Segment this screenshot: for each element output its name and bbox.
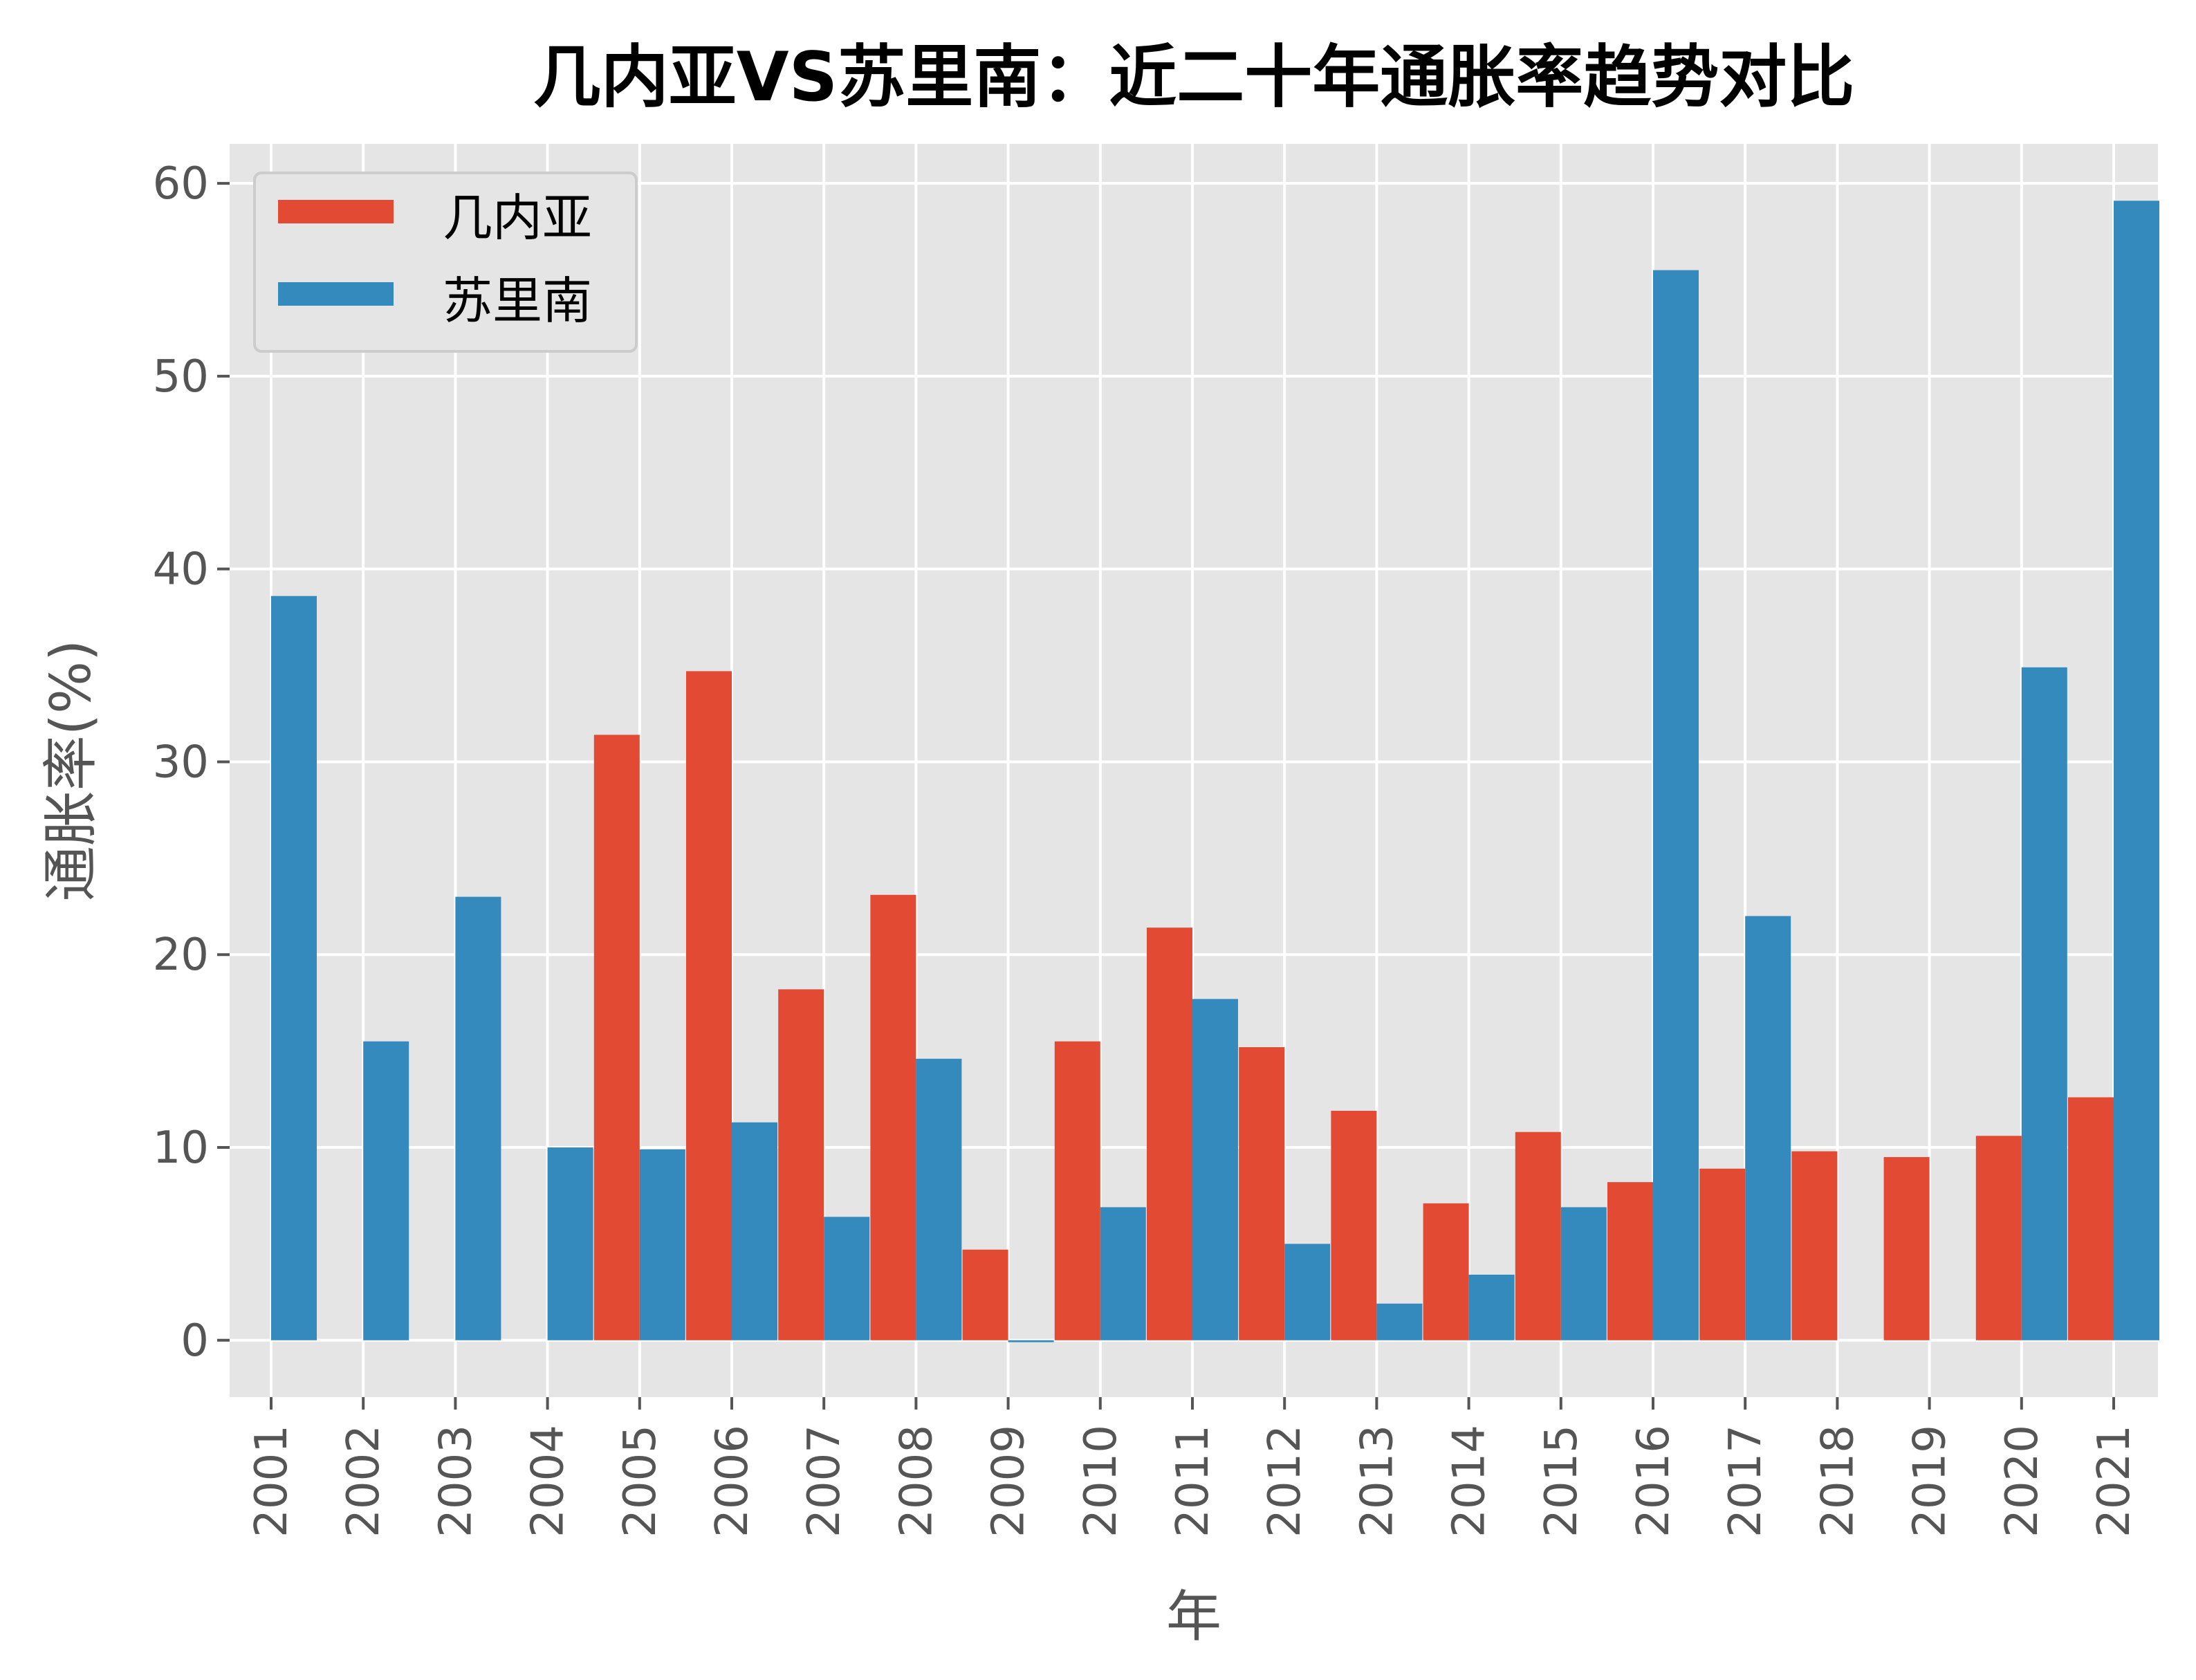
x-tick-label: 2016 [1628, 1425, 1679, 1538]
bar-suriname-2009 [1008, 1340, 1054, 1342]
bar-guinea-2017 [1699, 1168, 1746, 1340]
x-tick-label: 2015 [1536, 1425, 1587, 1538]
x-tick-label: 2007 [799, 1425, 850, 1538]
x-tick-label: 2008 [891, 1425, 942, 1538]
bar-guinea-2006 [686, 671, 732, 1340]
bar-suriname-2001 [271, 596, 317, 1340]
bar-suriname-2004 [547, 1147, 593, 1340]
x-tick-label: 2002 [338, 1425, 389, 1538]
chart-title: 几内亚VS苏里南：近二十年通胀率趋势对比 [533, 38, 1854, 117]
y-tick-label: 60 [153, 158, 209, 210]
bar-suriname-2021 [2114, 201, 2159, 1340]
x-tick-label: 2006 [707, 1425, 758, 1538]
bar-guinea-2005 [593, 735, 640, 1340]
bar-suriname-2012 [1284, 1244, 1331, 1340]
y-tick-label: 50 [153, 351, 209, 403]
bar-guinea-2007 [778, 989, 824, 1340]
y-tick-label: 10 [153, 1123, 209, 1174]
bar-suriname-2020 [2021, 667, 2067, 1340]
bar-guinea-2008 [870, 894, 916, 1340]
bar-suriname-2007 [824, 1217, 870, 1340]
y-tick-label: 30 [153, 737, 209, 788]
bar-suriname-2005 [639, 1149, 685, 1340]
x-tick-label: 2005 [615, 1425, 666, 1538]
bar-guinea-2011 [1147, 927, 1192, 1340]
x-tick-label: 2020 [1997, 1425, 2048, 1538]
bar-guinea-2020 [1975, 1136, 2022, 1340]
x-tick-label: 2001 [246, 1425, 297, 1538]
y-tick-label: 20 [153, 930, 209, 981]
bar-suriname-2013 [1376, 1303, 1423, 1340]
legend-label-suriname: 苏里南 [443, 272, 592, 330]
bar-guinea-2018 [1791, 1151, 1838, 1340]
x-tick-label: 2013 [1351, 1425, 1403, 1538]
bar-guinea-2014 [1423, 1203, 1469, 1340]
x-tick-label: 2010 [1076, 1425, 1127, 1538]
x-tick-label: 2009 [984, 1425, 1035, 1538]
y-axis-label: 通胀率(%) [39, 640, 103, 901]
y-tick-label: 40 [153, 544, 209, 596]
bar-suriname-2006 [732, 1122, 777, 1340]
x-tick-label: 2018 [1812, 1425, 1863, 1538]
legend: 几内亚 苏里南 [253, 172, 638, 353]
x-tick-label: 2011 [1168, 1425, 1219, 1538]
x-tick-label: 2012 [1260, 1425, 1311, 1538]
bar-suriname-2002 [363, 1041, 409, 1340]
bar-guinea-2009 [962, 1249, 1008, 1340]
x-axis-label: 年 [1166, 1585, 1221, 1649]
y-tick-label: 0 [181, 1316, 209, 1367]
bar-guinea-2013 [1331, 1111, 1377, 1340]
bar-suriname-2008 [916, 1058, 962, 1340]
bar-suriname-2003 [455, 896, 501, 1340]
x-tick-label: 2019 [1905, 1425, 1956, 1538]
bar-suriname-2010 [1100, 1207, 1146, 1340]
bar-guinea-2016 [1607, 1182, 1653, 1340]
bar-guinea-2015 [1515, 1132, 1561, 1340]
x-tick-label: 2003 [430, 1425, 481, 1538]
bar-guinea-2021 [2068, 1097, 2114, 1340]
bar-guinea-2010 [1054, 1041, 1100, 1340]
bar-suriname-2017 [1745, 916, 1791, 1340]
bar-guinea-2012 [1239, 1047, 1285, 1340]
legend-label-guinea: 几内亚 [443, 189, 592, 247]
x-tick-label: 2017 [1720, 1425, 1771, 1538]
legend-swatch-guinea [278, 200, 394, 223]
bar-suriname-2015 [1560, 1207, 1607, 1340]
bar-suriname-2011 [1192, 999, 1238, 1340]
bar-guinea-2019 [1883, 1156, 1930, 1340]
x-tick-label: 2021 [2089, 1425, 2140, 1538]
bars [271, 201, 2159, 1342]
x-tick-label: 2014 [1444, 1425, 1495, 1538]
bar-suriname-2014 [1468, 1274, 1515, 1340]
x-tick-label: 2004 [523, 1425, 574, 1538]
bar-suriname-2016 [1653, 270, 1699, 1340]
axes: 0 10 20 30 40 50 60 2001 2002 2003 2004 2005 2006 200… [153, 158, 2140, 1538]
legend-swatch-suriname [278, 282, 394, 306]
